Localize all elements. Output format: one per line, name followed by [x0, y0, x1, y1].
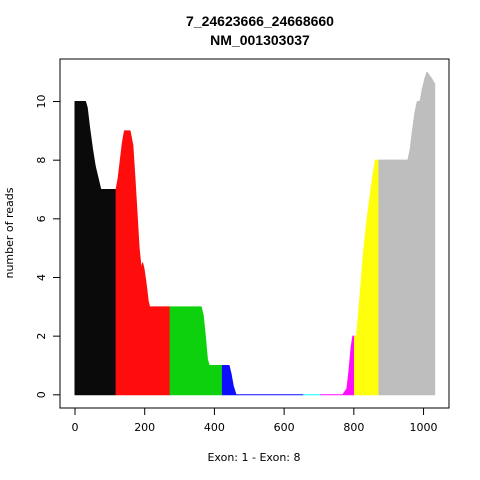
series-layer — [74, 71, 436, 396]
y-tick-label: 2 — [35, 333, 48, 340]
x-tick-label: 1000 — [410, 421, 438, 434]
x-tick-label: 0 — [71, 421, 78, 434]
x-tick-label: 600 — [274, 421, 295, 434]
exon-area-9 — [378, 71, 436, 396]
y-axis-title: number of reads — [3, 187, 16, 278]
y-tick-label: 4 — [35, 274, 48, 281]
y-axis: 0 2 4 6 8 10 — [35, 95, 61, 398]
exon-area-4 — [221, 364, 237, 396]
exon-area-7 — [320, 335, 356, 396]
x-tick-label: 400 — [204, 421, 225, 434]
exon-area-1 — [74, 101, 117, 396]
x-axis-title: Exon: 1 - Exon: 8 — [207, 451, 300, 464]
y-tick-label: 10 — [35, 95, 48, 109]
y-tick-label: 0 — [35, 391, 48, 398]
chart-title: 7_24623666_24668660 — [186, 13, 334, 29]
x-tick-label: 200 — [134, 421, 155, 434]
x-tick-label: 800 — [343, 421, 364, 434]
exon-area-3 — [169, 306, 223, 396]
exon-area-8 — [354, 159, 380, 396]
x-axis: 0 200 400 600 800 1000 — [71, 407, 438, 434]
chart-subtitle: NM_001303037 — [210, 32, 310, 48]
exon-area-2 — [115, 130, 171, 396]
y-tick-label: 6 — [35, 215, 48, 222]
y-tick-label: 8 — [35, 157, 48, 164]
